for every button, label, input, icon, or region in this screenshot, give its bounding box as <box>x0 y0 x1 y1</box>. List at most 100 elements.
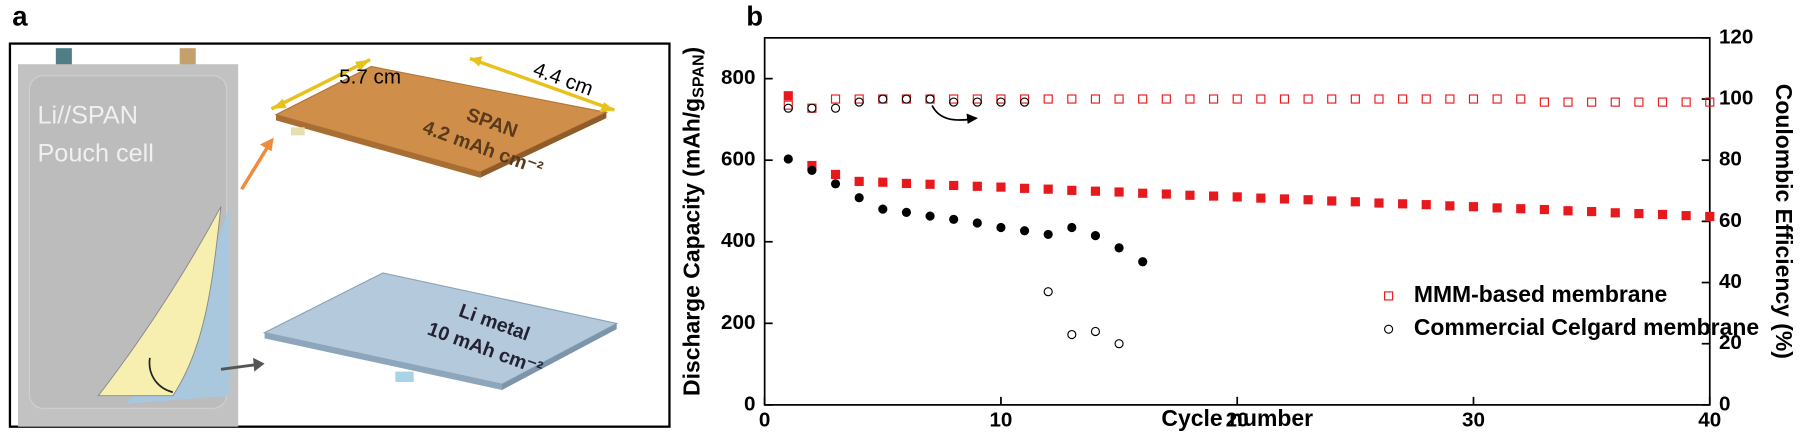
data-point <box>1208 191 1219 201</box>
data-point <box>925 94 935 104</box>
data-point <box>783 100 793 110</box>
arrow-head <box>253 357 265 372</box>
data-point <box>1587 206 1597 217</box>
data-point <box>1019 226 1030 236</box>
data-point <box>1587 97 1597 107</box>
data-point <box>1067 94 1077 104</box>
li-edge <box>501 323 617 390</box>
data-point <box>1090 94 1101 104</box>
data-point <box>1303 195 1313 205</box>
data-point <box>996 97 1006 107</box>
data-point <box>1279 94 1290 104</box>
data-point <box>830 94 841 104</box>
cathode-layer <box>97 206 222 397</box>
y-tick-label: 0 <box>744 392 755 415</box>
x-axis-label: Cycle number <box>1161 405 1313 431</box>
data-point <box>1067 222 1077 233</box>
data-point <box>1350 197 1360 207</box>
data-point <box>925 211 935 221</box>
data-point <box>901 207 912 217</box>
data-point <box>807 103 817 113</box>
data-point <box>1303 94 1313 104</box>
data-point <box>1067 329 1077 340</box>
x-tick-label: 20 <box>1226 408 1249 431</box>
data-point <box>1705 211 1715 222</box>
data-point <box>1019 97 1030 107</box>
data-point <box>1327 196 1337 206</box>
data-point <box>854 176 864 186</box>
data-point <box>972 97 982 107</box>
data-point <box>1043 184 1053 194</box>
y2-tick-label: 120 <box>1719 25 1753 48</box>
data-point <box>925 179 935 189</box>
panel-label: a <box>12 1 28 32</box>
data-point <box>1634 97 1644 107</box>
legend-marker <box>1384 291 1394 301</box>
separator-layer <box>126 204 231 404</box>
data-point <box>1114 187 1124 197</box>
data-point <box>1634 209 1644 219</box>
x-tick-label: 10 <box>989 408 1012 431</box>
y2-tick-label: 80 <box>1719 148 1742 171</box>
data-point <box>1681 211 1691 221</box>
data-point <box>1563 206 1573 216</box>
x-tick-label: 40 <box>1698 408 1721 431</box>
data-point <box>1256 193 1266 203</box>
data-point <box>1114 94 1124 104</box>
data-point <box>1114 243 1124 253</box>
data-point <box>1350 94 1360 104</box>
y-tick-label: 200 <box>721 311 755 334</box>
data-point <box>1185 190 1195 200</box>
data-point <box>1019 183 1030 193</box>
plot-frame <box>763 36 1711 406</box>
y2-tick-label: 100 <box>1719 86 1753 109</box>
data-point <box>830 179 841 189</box>
y-tick-label: 600 <box>721 148 755 171</box>
data-point <box>1114 339 1124 349</box>
data-point <box>1657 209 1668 220</box>
y-label-part: ) <box>679 47 705 55</box>
legend-label: MMM-based membrane <box>1414 281 1667 307</box>
data-point <box>949 94 959 104</box>
pouch-text: Pouch cell <box>37 140 153 168</box>
data-point <box>1398 94 1408 104</box>
data-point <box>1043 229 1053 240</box>
data-point <box>854 97 864 107</box>
y2-tick-label: 40 <box>1719 270 1742 293</box>
data-point <box>1138 188 1148 198</box>
data-point <box>1043 287 1053 297</box>
data-point <box>972 218 982 228</box>
data-point <box>878 177 888 187</box>
data-point <box>1421 200 1431 210</box>
data-point <box>996 222 1006 233</box>
pouch-text: Li//SPAN <box>37 102 137 130</box>
data-point <box>807 165 817 175</box>
data-point <box>901 94 912 104</box>
data-point <box>972 94 982 104</box>
data-point <box>1516 94 1526 104</box>
data-point <box>1374 94 1384 104</box>
x-tick-label: 0 <box>759 408 770 431</box>
data-point <box>783 91 793 101</box>
data-point <box>1256 94 1266 104</box>
legend-marker <box>1384 324 1394 334</box>
data-point <box>1398 199 1408 209</box>
data-point <box>1468 94 1479 104</box>
data-point <box>1208 94 1219 104</box>
arrow-head <box>259 137 274 152</box>
data-point <box>1657 97 1668 107</box>
data-point <box>854 193 864 203</box>
span-edge <box>480 112 607 178</box>
data-point <box>830 103 841 113</box>
tab <box>55 48 72 67</box>
data-point <box>1610 208 1620 218</box>
y2-tick-label: 20 <box>1719 331 1742 354</box>
data-point <box>1232 192 1242 202</box>
ce-arrow <box>931 105 978 124</box>
arrow <box>240 143 271 191</box>
data-point <box>1610 97 1620 107</box>
data-point <box>1681 97 1691 107</box>
data-point <box>878 94 888 104</box>
li-edge <box>264 332 502 390</box>
span-edge <box>276 114 481 178</box>
